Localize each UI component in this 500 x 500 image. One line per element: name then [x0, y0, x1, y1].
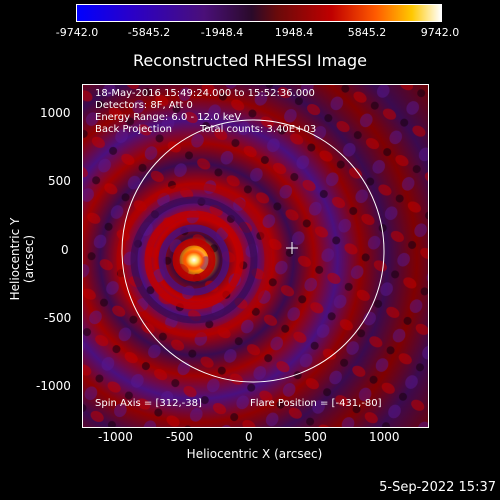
colorbar-tick: -9742.0: [55, 26, 99, 39]
colorbar: [76, 4, 442, 22]
detectors: Detectors: 8F, Att 0: [95, 100, 193, 111]
flare-position: Flare Position = [-431,-80]: [250, 398, 382, 409]
colorbar-tick: 1948.4: [274, 26, 314, 39]
spin-axis-marker: [286, 242, 298, 254]
y-tick: 1000: [40, 106, 71, 120]
x-tick: 1000: [369, 430, 400, 444]
y-tick: -500: [44, 311, 72, 325]
method: Back Projection: [95, 124, 172, 135]
plot-title: Reconstructed RHESSI Image: [133, 51, 367, 70]
y-tick: 0: [61, 243, 69, 257]
spin-axis: Spin Axis = [312,-38]: [95, 398, 202, 409]
colorbar-tick: -5845.2: [127, 26, 171, 39]
solar-limb: [121, 119, 385, 383]
x-tick: 500: [304, 430, 327, 444]
x-tick: -500: [166, 430, 194, 444]
x-axis-label: Heliocentric X (arcsec): [186, 447, 323, 461]
y-tick: 500: [48, 174, 71, 188]
time-range: 18-May-2016 15:49:24.000 to 15:52:36.000: [95, 88, 315, 99]
y-axis-label: Heliocentric Y (arcsec): [8, 217, 36, 301]
x-tick: 0: [245, 430, 253, 444]
total-counts: Total counts: 3.40E+03: [200, 124, 317, 135]
flare-source: [182, 249, 206, 271]
colorbar-tick: 5845.2: [347, 26, 387, 39]
x-tick: -1000: [98, 430, 133, 444]
rhessi-image: [82, 84, 429, 428]
footer-date: 5-Sep-2022 15:37: [379, 480, 496, 495]
colorbar-tick: -1948.4: [200, 26, 244, 39]
colorbar-tick: 9742.0: [420, 26, 460, 39]
y-tick: -1000: [36, 379, 71, 393]
energy-range: Energy Range: 6.0 - 12.0 keV: [95, 112, 242, 123]
image-canvas: [83, 85, 428, 427]
